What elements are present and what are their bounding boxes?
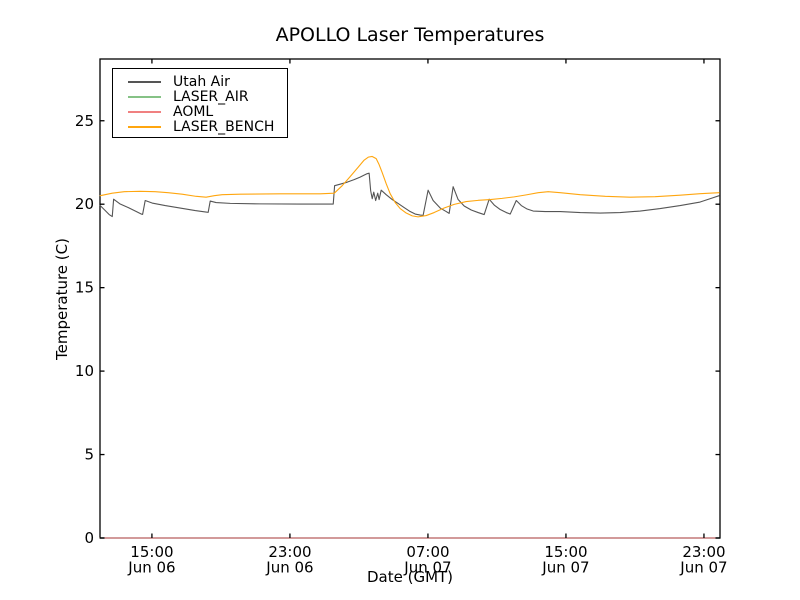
legend: Utah Air LASER_AIR AOML LASER_BENCH <box>112 68 288 138</box>
x-tick-label-time: 23:00 <box>682 543 725 561</box>
x-tick-label-date: Jun 06 <box>265 559 313 577</box>
legend-item-laser-bench: LASER_BENCH <box>113 119 287 134</box>
y-axis-label: Temperature (C) <box>53 238 71 360</box>
y-tick-label: 25 <box>75 112 94 130</box>
legend-item-aoml: AOML <box>113 104 287 119</box>
legend-line-sample <box>128 95 161 98</box>
chart-title: APOLLO Laser Temperatures <box>275 24 545 46</box>
y-tick-label: 20 <box>75 195 94 213</box>
legend-label: Utah Air <box>173 73 230 90</box>
legend-item-utah-air: Utah Air <box>113 74 287 89</box>
x-tick-label-date: Jun 07 <box>679 559 727 577</box>
x-tick-label-time: 15:00 <box>130 543 173 561</box>
series-utah-air <box>99 172 720 218</box>
legend-line-sample <box>128 110 161 113</box>
legend-label: LASER_BENCH <box>173 118 275 135</box>
legend-label: AOML <box>173 103 214 120</box>
legend-line-sample <box>128 125 161 128</box>
x-tick-label-time: 15:00 <box>544 543 587 561</box>
series-laser-bench <box>99 155 720 218</box>
x-tick-label-date: Jun 07 <box>403 559 451 577</box>
y-tick-label: 0 <box>84 529 94 547</box>
x-axis-label: Date (GMT) <box>366 568 454 586</box>
x-tick-label-time: 07:00 <box>406 543 449 561</box>
legend-line-sample <box>128 80 161 83</box>
x-tick-label-date: Jun 07 <box>541 559 589 577</box>
legend-item-laser-air: LASER_AIR <box>113 89 287 104</box>
x-tick-label-date: Jun 06 <box>127 559 175 577</box>
y-tick-label: 15 <box>75 279 94 297</box>
y-tick-label: 5 <box>84 446 94 464</box>
legend-label: LASER_AIR <box>173 88 249 105</box>
x-tick-label-time: 23:00 <box>268 543 311 561</box>
y-tick-label: 10 <box>75 362 94 380</box>
